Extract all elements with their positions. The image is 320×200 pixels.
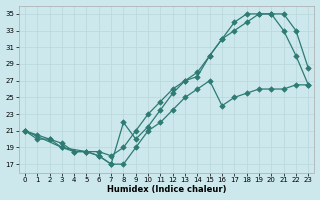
X-axis label: Humidex (Indice chaleur): Humidex (Indice chaleur)	[107, 185, 226, 194]
